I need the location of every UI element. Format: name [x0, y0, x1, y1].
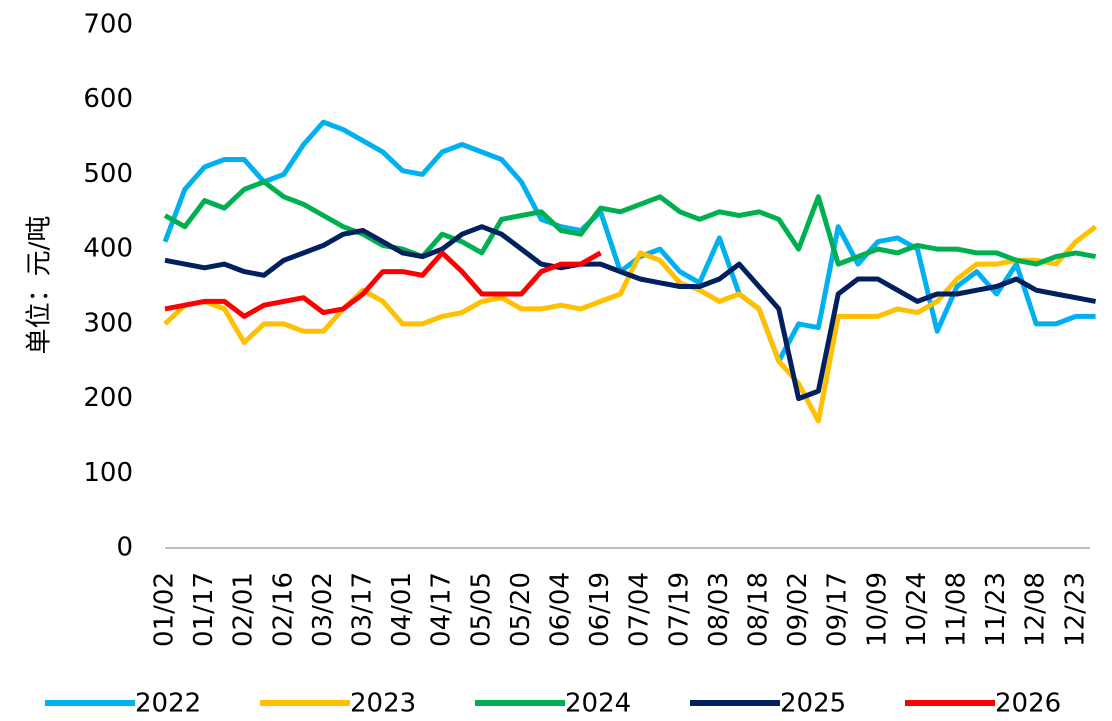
x-tick-label: 12/23: [1060, 572, 1090, 647]
y-tick-label: 400: [83, 234, 133, 264]
series-line: [162, 119, 1096, 364]
x-tick-label: 11/08: [942, 572, 972, 647]
x-tick-label: 07/04: [625, 572, 655, 647]
x-tick-label: 03/17: [348, 572, 378, 647]
legend-label: 2024: [565, 689, 631, 719]
x-tick-label: 04/01: [387, 572, 417, 647]
y-axis-label: 单位：元/吨: [25, 216, 55, 355]
y-tick-label: 500: [83, 159, 133, 189]
x-tick-label: 09/17: [823, 572, 853, 647]
x-tick-label: 11/23: [981, 572, 1011, 647]
y-tick-label: 600: [83, 84, 133, 114]
x-tick-label: 06/19: [585, 572, 615, 647]
y-tick-label: 0: [116, 533, 133, 563]
legend-label: 2026: [995, 689, 1061, 719]
x-tick-label: 10/09: [862, 572, 892, 647]
series-line: [163, 179, 1097, 267]
x-tick-label: 03/02: [308, 572, 338, 647]
y-tick-label: 100: [83, 458, 133, 488]
series-line: [164, 224, 1097, 402]
y-tick-label: 200: [83, 383, 133, 413]
x-tick-label: 09/02: [783, 572, 813, 647]
x-tick-label: 05/20: [506, 572, 536, 647]
x-tick-label: 05/05: [466, 572, 496, 647]
x-tick-label: 08/18: [744, 572, 774, 647]
x-tick-label: 06/04: [546, 572, 576, 647]
x-tick-label: 10/24: [902, 572, 932, 647]
y-tick-label: 300: [83, 308, 133, 338]
x-tick-label: 01/17: [189, 572, 219, 647]
series-line: [163, 224, 1098, 424]
x-tick-label: 12/08: [1021, 572, 1051, 647]
series-line: [164, 250, 602, 319]
x-tick-label: 02/16: [268, 572, 298, 647]
x-tick-label: 01/02: [150, 572, 180, 647]
x-tick-label: 04/17: [427, 572, 457, 647]
x-tick-label: 07/19: [664, 572, 694, 647]
legend-label: 2025: [780, 689, 846, 719]
x-tick-label: 08/03: [704, 572, 734, 647]
legend-label: 2023: [350, 689, 416, 719]
y-tick-label: 700: [83, 10, 133, 40]
x-tick-label: 02/01: [229, 572, 259, 647]
legend-label: 2022: [135, 689, 201, 719]
